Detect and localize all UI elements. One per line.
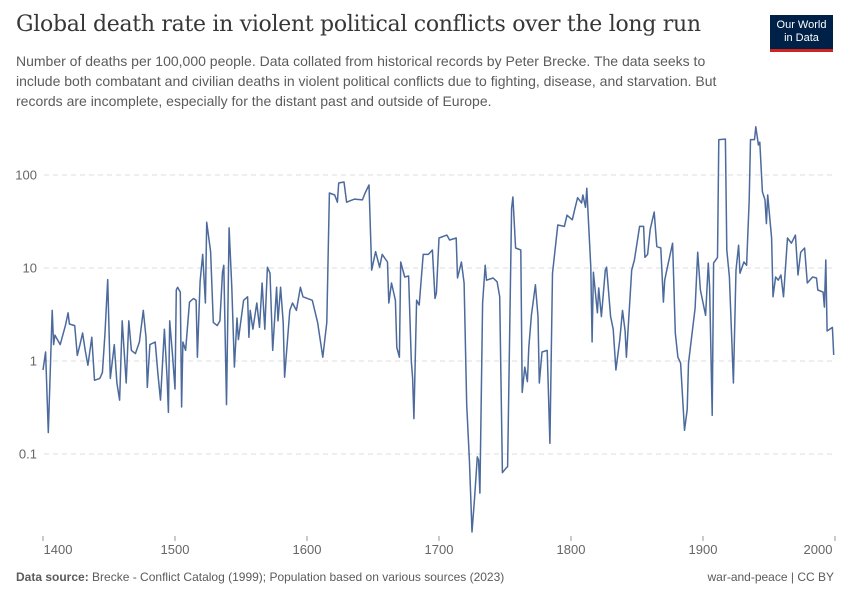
- x-axis: 1400 1500 1600 1700 1800 1900 2000: [42, 536, 836, 557]
- y-tick-label: 0.1: [19, 447, 37, 462]
- x-tick-label: 1800: [557, 542, 586, 557]
- x-tick-label: 1600: [293, 542, 322, 557]
- series-line[interactable]: [42, 126, 835, 533]
- logo-line-1: Our World: [776, 19, 827, 31]
- owid-logo[interactable]: Our World in Data: [770, 15, 833, 52]
- gridlines: [44, 174, 833, 455]
- chart-subtitle: Number of deaths per 100,000 people. Dat…: [16, 53, 717, 109]
- x-tick-label: 1700: [425, 542, 454, 557]
- y-axis: 100 10 1 0.1: [15, 168, 37, 462]
- license[interactable]: war-and-peace | CC BY: [707, 570, 834, 584]
- x-tick-label: 1900: [689, 542, 718, 557]
- chart-title: Global death rate in violent political c…: [16, 12, 701, 37]
- logo-line-2: in Data: [784, 32, 819, 44]
- x-tick-label: 1500: [161, 542, 190, 557]
- y-tick-label: 1: [30, 354, 37, 369]
- x-tick-label: 2000: [804, 542, 833, 557]
- source-text[interactable]: Brecke - Conflict Catalog (1999); Popula…: [92, 570, 505, 584]
- x-tick-label: 1400: [44, 542, 73, 557]
- data-source: Data source: Brecke - Conflict Catalog (…: [16, 570, 504, 584]
- y-tick-label: 10: [23, 261, 37, 276]
- source-label: Data source:: [16, 570, 89, 584]
- y-tick-label: 100: [15, 168, 37, 183]
